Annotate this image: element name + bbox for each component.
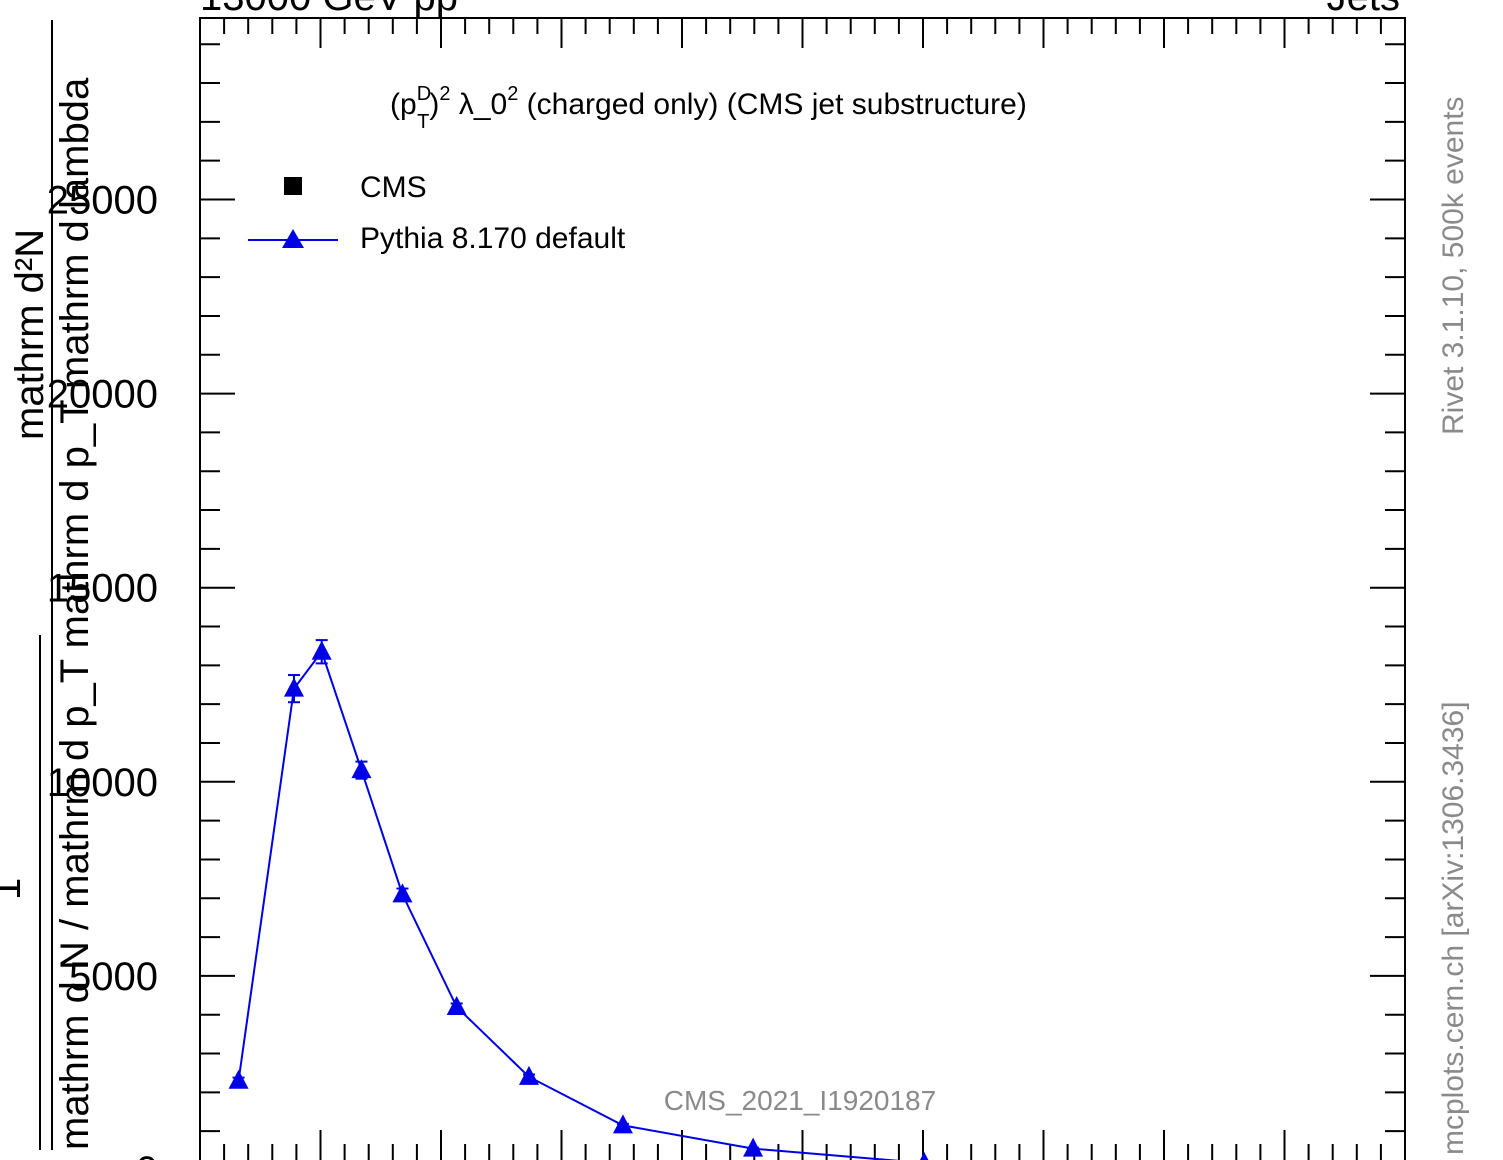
data-point [446, 995, 467, 1015]
ylabel-denominator: mathrm d N / mathrm d p_T mathrm d p_T m… [53, 77, 97, 1150]
ylabel-numerator-one: 1 [0, 878, 29, 900]
title-sup-d: D [417, 83, 431, 105]
series-pythia [228, 639, 929, 1160]
legend-marker-cms [284, 177, 302, 195]
data-point [920, 1152, 929, 1160]
data-point [311, 640, 332, 660]
y-tick-label: 0 [136, 1149, 158, 1160]
title-close: ) [429, 88, 439, 121]
data-point [743, 1137, 764, 1157]
process-label: Jets [1327, 0, 1400, 19]
energy-label: 13000 GeV pp [200, 0, 458, 19]
legend: CMS Pythia 8.170 default [248, 171, 626, 255]
mcplots-label: mcplots.cern.ch [arXiv:1306.3436] [1437, 701, 1470, 1155]
chart-title: (pD T)2 λ_02 (charged only) (CMS jet subs… [390, 83, 1027, 133]
title-sub-t: T [417, 111, 429, 133]
rivet-label: Rivet 3.1.10, 500k events [1437, 96, 1470, 435]
title-lambda: λ_0 [450, 88, 507, 121]
data-point [612, 1114, 633, 1134]
title-sup-3: 2 [507, 83, 518, 105]
y-tick-label: 10000 [47, 761, 158, 805]
data-point [228, 1069, 249, 1089]
y-tick-label: 5000 [69, 955, 158, 999]
data-point [283, 677, 304, 697]
analysis-watermark: CMS_2021_I1920187 [664, 1085, 936, 1116]
data-point [392, 883, 413, 903]
x-axis-ticks [199, 18, 1406, 1160]
ylabel-numerator-d2n: mathrm d²N [8, 229, 52, 440]
title-sup-2: 2 [439, 83, 450, 105]
data-point [351, 759, 372, 779]
series-line [237, 649, 901, 1160]
data-point [518, 1065, 539, 1085]
legend-label-pythia: Pythia 8.170 default [360, 222, 626, 255]
y-axis-tick-labels: 0 5000 10000 15000 20000 25000 [47, 179, 158, 1160]
title-p: (p [390, 88, 417, 121]
y-tick-label: 20000 [47, 373, 158, 417]
title-tail: (charged only) (CMS jet substructure) [518, 88, 1027, 121]
legend-marker-pythia [282, 229, 304, 248]
y-axis-label: mathrm d²N mathrm d N / mathrm d p_T mat… [0, 20, 97, 1150]
y-tick-label: 15000 [47, 567, 158, 611]
y-tick-label: 25000 [47, 179, 158, 223]
y-axis-ticks [200, 43, 1405, 1133]
legend-label-cms: CMS [360, 171, 427, 204]
